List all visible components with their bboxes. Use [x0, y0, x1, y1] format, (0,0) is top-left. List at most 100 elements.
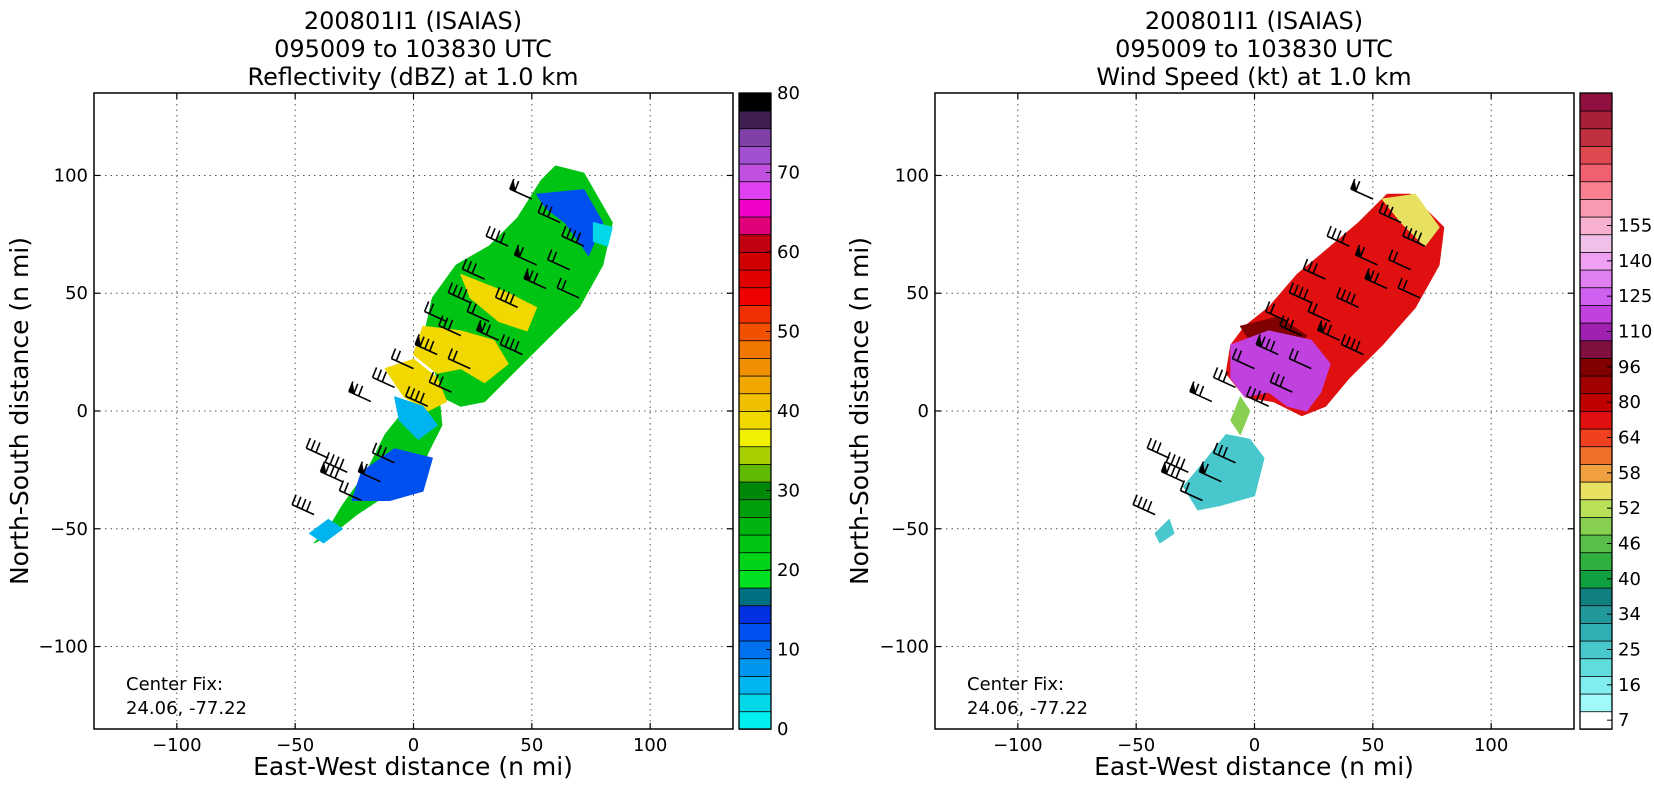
x-tick-label: 0 [408, 735, 419, 756]
wind-barb [447, 282, 471, 304]
colorbar-tick-label: 110 [1618, 322, 1652, 343]
wind-barb [338, 480, 362, 502]
wind-barb [513, 244, 537, 266]
wind-barb [423, 301, 447, 323]
field-region [592, 222, 613, 247]
colorbar-segment [738, 145, 772, 165]
colorbar-segment [1579, 622, 1613, 642]
colorbar-tick-label: 80 [1618, 392, 1641, 413]
colorbar-segment [738, 445, 772, 465]
colorbar-segment [738, 339, 772, 359]
field-region [1183, 434, 1265, 511]
colorbar-tick-label: 155 [1618, 216, 1652, 237]
wind-barb [291, 494, 315, 516]
wind-barb [1212, 442, 1236, 464]
y-tick-label: −100 [39, 637, 88, 658]
wind-barb [509, 178, 533, 200]
wind-barb [1132, 494, 1156, 516]
colorbar-segment [738, 587, 772, 607]
y-tick-label: 50 [65, 283, 88, 304]
colorbar-tick-label: 80 [777, 83, 800, 104]
reflectivity-field [308, 165, 613, 544]
y-tick-label: 100 [54, 165, 88, 186]
wind-barb [1326, 225, 1350, 247]
colorbar-segment [738, 233, 772, 253]
wind-barb [1307, 301, 1331, 323]
colorbar-tick-label: 46 [1618, 534, 1641, 555]
reflectivity-chart: 200801I1 (ISAIAS) 095009 to 103830 UTC R… [5, 7, 800, 781]
field-region [1230, 396, 1251, 436]
center-fix-value: 24.06, -77.22 [126, 698, 247, 719]
x-tick-label: 100 [1474, 735, 1508, 756]
field-region [413, 325, 509, 384]
colorbar-segment [738, 392, 772, 412]
colorbar-tick-label: 70 [777, 163, 800, 184]
colorbar-segment [1579, 339, 1613, 359]
colorbar-segment [738, 269, 772, 289]
wind-barb [1264, 301, 1288, 323]
y-axis-label: North-South distance (n mi) [845, 237, 874, 585]
chart-title-line-1: 200801I1 (ISAIAS) [1145, 7, 1363, 35]
center-fix-label: Center Fix: [126, 674, 223, 695]
colorbar-segment [738, 710, 772, 730]
wind-barb [1364, 268, 1388, 290]
wind-barb [371, 442, 395, 464]
wind-barb [1198, 461, 1222, 483]
wind-barb [1316, 320, 1341, 342]
axis-ticks: −100 −50 0 50 100 −100 −50 0 50 100 [39, 93, 733, 756]
colorbar-segment [738, 604, 772, 624]
wind-barb [348, 381, 372, 403]
colorbar-segment [1579, 481, 1613, 501]
colorbar-segment [738, 286, 772, 306]
wind-barb [319, 461, 343, 483]
wind-barb [1302, 258, 1326, 280]
reflectivity-colorbar: 0 10 20 30 40 50 60 70 80 [738, 83, 800, 740]
wind-barb [1245, 385, 1270, 408]
wind-barb [1387, 249, 1412, 271]
y-tick-label: 0 [918, 401, 929, 422]
wind-barb [1378, 202, 1402, 224]
x-tick-label: 50 [1361, 735, 1384, 756]
wind-barbs [1132, 178, 1426, 516]
colorbar-segment [738, 516, 772, 536]
center-fix-label: Center Fix: [967, 674, 1064, 695]
wind-barb [390, 348, 414, 370]
wind-barb [447, 348, 471, 370]
colorbar-segment [738, 92, 772, 112]
colorbar-segment [738, 657, 772, 677]
colorbar-segment [1579, 587, 1613, 607]
colorbar-tick-label: 40 [777, 401, 800, 422]
chart-title-line-3: Wind Speed (kt) at 1.0 km [1096, 63, 1411, 91]
wind-barb [475, 320, 500, 342]
colorbar-tick-label: 125 [1618, 286, 1652, 307]
colorbar-tick-label: 7 [1618, 710, 1629, 731]
colorbar-tick-label: 52 [1618, 498, 1641, 519]
wind-barb [438, 315, 462, 337]
colorbar-segment [738, 304, 772, 324]
field-region [394, 396, 438, 440]
colorbar-segment [1579, 163, 1613, 183]
wind-barb [414, 334, 438, 356]
colorbar-segment [738, 675, 772, 695]
center-fix-value: 24.06, -77.22 [967, 698, 1088, 719]
colorbar-segment [738, 180, 772, 200]
chart-title-line-2: 095009 to 103830 UTC [274, 35, 552, 63]
wind-barb [1212, 367, 1236, 389]
colorbar-segment [1579, 269, 1613, 289]
wind-barb [1279, 315, 1303, 337]
y-axis-label: North-South distance (n mi) [5, 237, 34, 585]
field-region [351, 448, 433, 501]
colorbar-segment [738, 198, 772, 218]
wind-barb [499, 334, 523, 356]
colorbar-segment [738, 622, 772, 642]
wind-speed-colorbar: 7 16 25 34 40 46 52 58 64 80 96 110 125 140 155 [1579, 92, 1652, 731]
colorbar-segment [738, 693, 772, 713]
wind-barb [546, 249, 571, 271]
colorbar-tick-label: 16 [1618, 675, 1641, 696]
colorbar-segment [1579, 110, 1613, 130]
y-tick-label: 0 [77, 401, 88, 422]
x-tick-label: 50 [520, 735, 543, 756]
colorbar-segment [738, 551, 772, 571]
wind-barb [305, 437, 329, 459]
